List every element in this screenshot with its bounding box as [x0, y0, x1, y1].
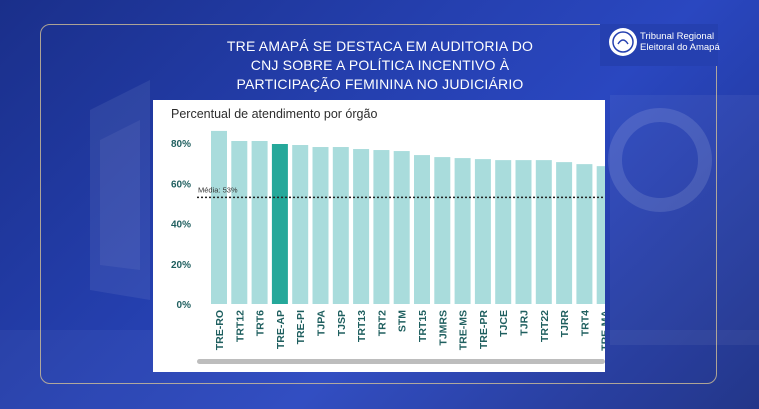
bar-chart: 0% 20% 40% 60% 80% TRE-RO TRT12 TRT6 TRE-AP TRE-P…	[171, 130, 605, 351]
x-tick-label: TJPA	[316, 310, 328, 336]
x-tick-label: TJMRS	[437, 310, 449, 346]
bar-trt12	[231, 140, 248, 304]
y-tick-label: 60%	[171, 179, 191, 190]
x-tick-label: TJRJ	[519, 310, 531, 336]
content-frame	[40, 24, 717, 384]
x-tick-label: TJCE	[498, 310, 510, 337]
horizontal-scrollbar[interactable]	[197, 359, 605, 364]
x-tick-label: TJSP	[336, 310, 348, 336]
bar-trt13	[353, 149, 370, 304]
seal-icon	[609, 28, 637, 56]
bar-trt22	[535, 160, 552, 304]
x-tick-label: TRT12	[234, 310, 246, 342]
y-tick-label: 40%	[171, 220, 191, 231]
page-headline: TRE AMAPÁ SE DESTACA EM AUDITORIA DO CNJ…	[180, 37, 580, 94]
bar-trt6	[251, 140, 268, 304]
bar-stm	[393, 151, 410, 304]
x-tick-label: TRT13	[356, 310, 368, 342]
logo-line-2: Eleitoral do Amapá	[640, 42, 720, 53]
x-tick-label: TRE-AP	[275, 310, 287, 349]
headline-line-1: TRE AMAPÁ SE DESTACA EM AUDITORIA DO	[226, 38, 534, 54]
bar-tjrr	[556, 162, 573, 304]
bar-tre-pr	[474, 159, 491, 304]
bar-tjpa	[312, 147, 329, 304]
x-tick-label: TRT4	[579, 310, 591, 336]
logo-line-1: Tribunal Regional	[640, 31, 715, 42]
headline-line-2: CNJ SOBRE A POLÍTICA INCENTIVO À	[250, 57, 510, 73]
y-tick-label: 80%	[171, 139, 191, 150]
bar-trt2	[373, 150, 390, 304]
y-tick-label: 20%	[171, 260, 191, 271]
bar-tre-ro	[211, 130, 227, 304]
bar-trt4	[576, 164, 593, 304]
bar-trt15	[414, 155, 430, 304]
x-tick-label: TRE-PI	[295, 310, 307, 345]
bar-tre-pi	[292, 145, 309, 304]
bar-tre-ap	[271, 144, 288, 304]
x-tick-label: TRE-MS	[458, 310, 470, 350]
x-tick-label: TRT2	[376, 310, 388, 336]
x-tick-label: TRE-MA	[600, 310, 605, 351]
bar-tjce	[495, 160, 512, 304]
x-tick-label: TRE-PR	[478, 310, 490, 350]
x-tick-label: TRT6	[255, 310, 267, 336]
mean-label: Média: 53%	[198, 185, 238, 194]
logo-text: Tribunal Regional Eleitoral do Amapá	[640, 31, 720, 53]
x-tick-label: TJRR	[559, 310, 571, 338]
bar-tjsp	[332, 147, 349, 304]
x-tick-label: STM	[397, 310, 409, 332]
bar-tre-ma	[596, 166, 605, 304]
bar-tjmrs	[434, 157, 451, 304]
y-tick-label: 0%	[177, 300, 192, 311]
chart-card: Percentual de atendimento por órgão 0% 20…	[153, 100, 605, 372]
x-tick-label: TRE-RO	[214, 310, 226, 350]
x-tick-label: TRT15	[417, 310, 429, 342]
bar-tre-ms	[454, 158, 471, 304]
x-tick-label: TRT22	[539, 310, 551, 342]
headline-line-3: PARTICIPAÇÃO FEMININA NO JUDICIÁRIO	[236, 76, 524, 92]
bar-tjrj	[515, 160, 532, 304]
chart-title: Percentual de atendimento por órgão	[171, 107, 378, 121]
